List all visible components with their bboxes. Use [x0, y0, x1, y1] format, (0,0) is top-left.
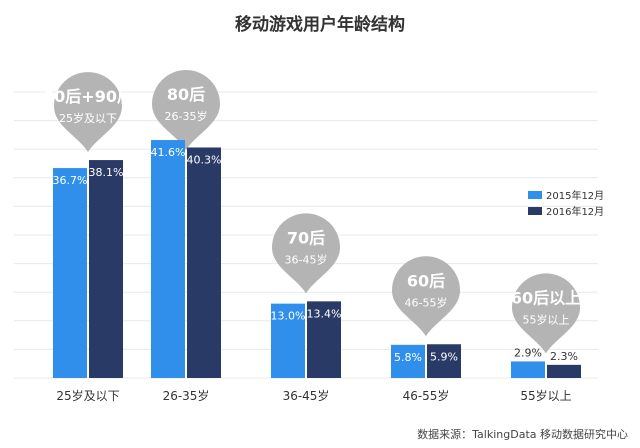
bar-2016 — [187, 147, 221, 378]
bar-value-label: 36.7% — [53, 174, 88, 187]
x-tick-label: 46-55岁 — [403, 388, 450, 403]
x-tick-label: 55岁以上 — [520, 388, 571, 403]
bar-value-label: 2.3% — [550, 350, 578, 363]
bubble-generation-label: 80后 — [167, 85, 205, 104]
chart-title: 移动游戏用户年龄结构 — [235, 15, 405, 35]
bubble-generation-label: 60后以上 — [511, 288, 581, 307]
bar-value-label: 13.0% — [271, 310, 306, 323]
bubble-age-label: 36-45岁 — [285, 252, 328, 266]
bar-2015 — [53, 168, 87, 378]
age-group-bubble — [392, 256, 460, 337]
bubble-generation-label: 60后 — [407, 271, 445, 290]
bar-2015 — [391, 344, 425, 378]
bar-value-label: 2.9% — [514, 346, 542, 359]
bar-2015 — [151, 140, 185, 378]
x-tick-label: 25岁及以下 — [56, 388, 119, 403]
legend-label: 2016年12月 — [546, 205, 604, 218]
age-group-bubble — [54, 72, 122, 153]
bar-2016 — [547, 364, 581, 378]
legend-swatch — [528, 191, 542, 199]
x-tick-label: 36-45岁 — [283, 388, 330, 403]
bubble-age-label: 26-35岁 — [165, 109, 208, 123]
data-source-note: 数据来源：TalkingData 移动数据研究中心 — [417, 428, 628, 441]
bar-2016 — [89, 160, 123, 378]
bubble-age-label: 25岁及以下 — [59, 111, 117, 125]
age-group-bubble — [152, 70, 220, 150]
bar-value-label: 5.9% — [430, 350, 458, 363]
age-group-bubble — [512, 273, 580, 354]
bar-value-label: 40.3% — [187, 153, 222, 166]
bar-value-label: 13.4% — [307, 307, 342, 320]
bar-2016 — [427, 344, 461, 378]
bar-value-label: 38.1% — [89, 166, 124, 179]
bar-2016 — [307, 301, 341, 378]
bubble-age-label: 55岁以上 — [523, 312, 570, 326]
bar-value-label: 41.6% — [151, 146, 186, 159]
bar-value-label: 5.8% — [394, 351, 422, 364]
legend-label: 2015年12月 — [546, 189, 604, 202]
bubble-age-label: 46-55岁 — [405, 295, 448, 309]
bubble-generation-label: 70后 — [287, 228, 325, 247]
bar-2015 — [511, 361, 545, 378]
bar-2015 — [271, 303, 305, 378]
legend-swatch — [528, 207, 542, 215]
x-tick-label: 26-35岁 — [163, 388, 210, 403]
bubble-generation-label: 00后+90后 — [43, 87, 133, 106]
age-group-bubble — [272, 213, 340, 294]
